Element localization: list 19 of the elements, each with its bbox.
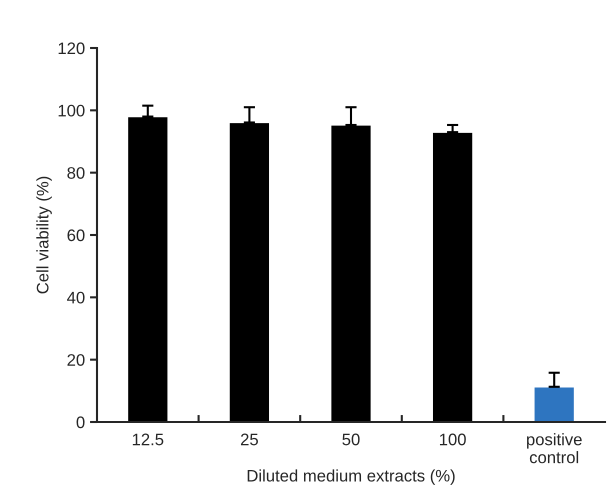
- bar: [126, 116, 169, 422]
- x-tick-label: 25: [240, 434, 258, 446]
- x-tick-label: 12.5: [132, 434, 164, 446]
- y-tick-label: 60: [68, 229, 85, 242]
- y-tick-label: 120: [58, 42, 85, 54]
- y-tick-label: 20: [67, 354, 85, 366]
- y-tick-label: 40: [67, 292, 85, 304]
- y-tick-label: 0: [76, 416, 85, 428]
- bar: [533, 386, 576, 422]
- x-axis-title: Diluted medium extracts (%): [248, 469, 455, 485]
- x-tick-label: 50: [342, 434, 360, 446]
- bar: [432, 131, 474, 422]
- y-axis-title: Cell viability (%): [36, 176, 52, 294]
- bar: [330, 124, 372, 422]
- y-tick-label: 80: [67, 167, 85, 179]
- bar: [228, 122, 270, 422]
- y-tick-label: 100: [58, 104, 85, 117]
- x-tick-label: 100: [440, 434, 466, 446]
- x-tick-label: positive control: [527, 433, 582, 464]
